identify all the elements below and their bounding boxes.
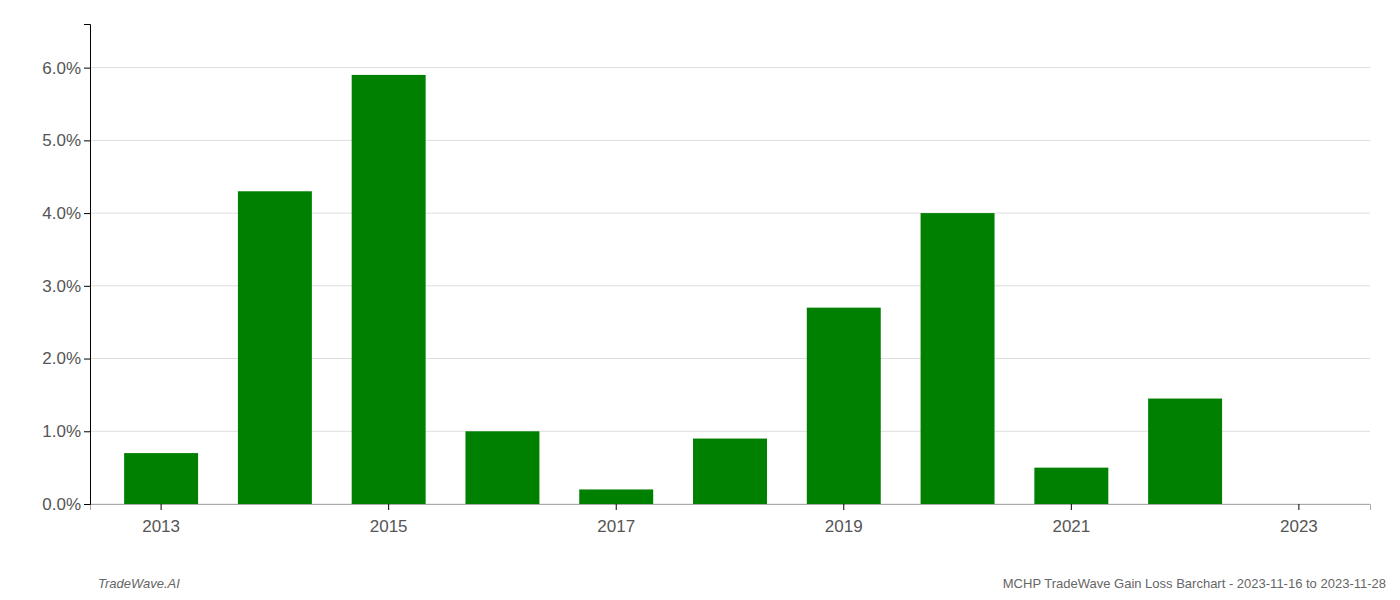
bar	[579, 489, 653, 504]
x-tick: 2021	[1052, 504, 1090, 536]
x-tick-mark	[1071, 504, 1072, 510]
x-tick-label: 2019	[825, 517, 863, 536]
watermark: TradeWave.AI	[98, 576, 180, 591]
bar	[921, 213, 995, 504]
y-tick-label: 1.0%	[42, 422, 81, 441]
y-tick: 5.0%	[42, 131, 90, 150]
x-tick: 2023	[1280, 504, 1318, 536]
x-axis-line	[91, 505, 1371, 511]
y-tick-label: 0.0%	[42, 495, 81, 514]
y-tick-mark	[84, 68, 90, 69]
y-tick: 1.0%	[42, 422, 90, 441]
bar	[124, 453, 198, 504]
y-tick-label: 2.0%	[42, 349, 81, 368]
bar	[465, 431, 539, 504]
x-tick-mark	[1298, 504, 1299, 510]
y-tick: 0.0%	[42, 495, 90, 514]
y-tick-mark	[84, 286, 90, 287]
x-tick-label: 2013	[142, 517, 180, 536]
y-tick: 4.0%	[42, 204, 90, 223]
y-axis-line	[84, 25, 91, 505]
grid-line	[90, 140, 1370, 141]
x-tick: 2019	[825, 504, 863, 536]
x-tick-mark	[616, 504, 617, 510]
bar	[1148, 399, 1222, 504]
y-tick-mark	[84, 213, 90, 214]
x-tick-mark	[161, 504, 162, 510]
y-tick-label: 6.0%	[42, 59, 81, 78]
bar	[1262, 504, 1336, 505]
bar	[807, 308, 881, 504]
x-tick-label: 2015	[370, 517, 408, 536]
y-tick-label: 4.0%	[42, 204, 81, 223]
bar	[238, 191, 312, 504]
bars	[124, 75, 1222, 504]
y-tick: 3.0%	[42, 277, 90, 296]
y-tick-label: 3.0%	[42, 277, 81, 296]
grid	[90, 68, 1370, 504]
x-tick-mark	[843, 504, 844, 510]
y-tick-label: 5.0%	[42, 131, 81, 150]
bar	[352, 75, 426, 504]
y-axis: 0.0% 1.0% 2.0% 3.0% 4.0% 5.0% 6.0%	[42, 25, 90, 514]
x-tick-mark	[388, 504, 389, 510]
x-tick-label: 2021	[1052, 517, 1090, 536]
y-tick: 2.0%	[42, 349, 90, 368]
x-tick-label: 2017	[597, 517, 635, 536]
grid-line	[90, 67, 1370, 68]
y-tick-mark	[84, 140, 90, 141]
plot-area: 2013 2015 2017 2019 2021 2023 0.0% 1.0% 2.0% 3.0%…	[42, 25, 1370, 536]
y-tick-mark	[84, 504, 90, 505]
x-tick: 2017	[597, 504, 635, 536]
x-axis: 2013 2015 2017 2019 2021 2023	[91, 504, 1371, 536]
chart-container: 2013 2015 2017 2019 2021 2023 0.0% 1.0% 2.0% 3.0%…	[0, 0, 1400, 600]
chart-svg: 2013 2015 2017 2019 2021 2023 0.0% 1.0% 2.0% 3.0%…	[0, 0, 1400, 600]
bar	[1034, 468, 1108, 504]
x-tick: 2015	[370, 504, 408, 536]
y-tick: 6.0%	[42, 59, 90, 78]
x-tick: 2013	[142, 504, 180, 536]
y-tick-mark	[84, 431, 90, 432]
y-tick-mark	[84, 359, 90, 360]
bar	[693, 439, 767, 504]
chart-title: MCHP TradeWave Gain Loss Barchart - 2023…	[1003, 576, 1386, 591]
x-tick-label: 2023	[1280, 517, 1318, 536]
